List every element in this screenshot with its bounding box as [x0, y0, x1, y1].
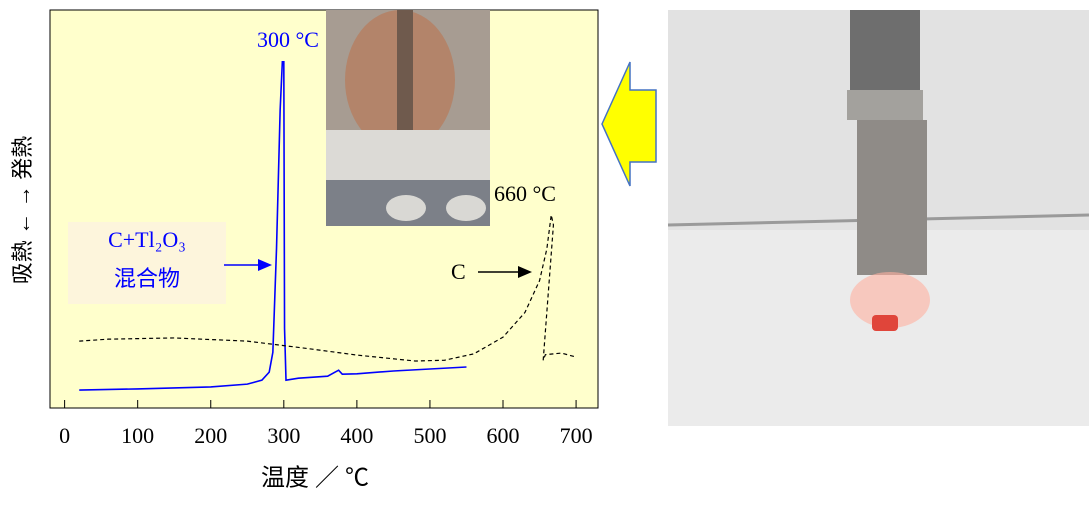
x-tick-label: 400: [340, 423, 373, 448]
x-tick-label: 600: [487, 423, 520, 448]
plot-area: [49, 9, 599, 409]
x-tick-label: 500: [413, 423, 446, 448]
x-tick-label: 100: [121, 423, 154, 448]
label-box: [68, 222, 226, 304]
x-axis-label: 温度 ／ ℃: [261, 465, 369, 492]
photo: [667, 10, 1089, 426]
x-tick-label: 700: [560, 423, 593, 448]
annotation: 混合物: [114, 266, 180, 291]
annotation: C: [451, 259, 466, 284]
annotation: C+Tl₂O₃: [108, 227, 186, 252]
inset-photo: [326, 10, 490, 226]
x-tick-label: 300: [267, 423, 300, 448]
x-tick-label: 200: [194, 423, 227, 448]
arrow: [601, 61, 657, 187]
y-axis-label: 吸熱 ← → 発熱: [10, 136, 35, 285]
annotation: 660 °C: [494, 181, 556, 206]
x-tick-label: 0: [59, 423, 70, 448]
line: [79, 60, 467, 391]
pointer: [224, 259, 532, 278]
annotation: 300 °C: [257, 27, 319, 52]
line: [79, 214, 577, 362]
